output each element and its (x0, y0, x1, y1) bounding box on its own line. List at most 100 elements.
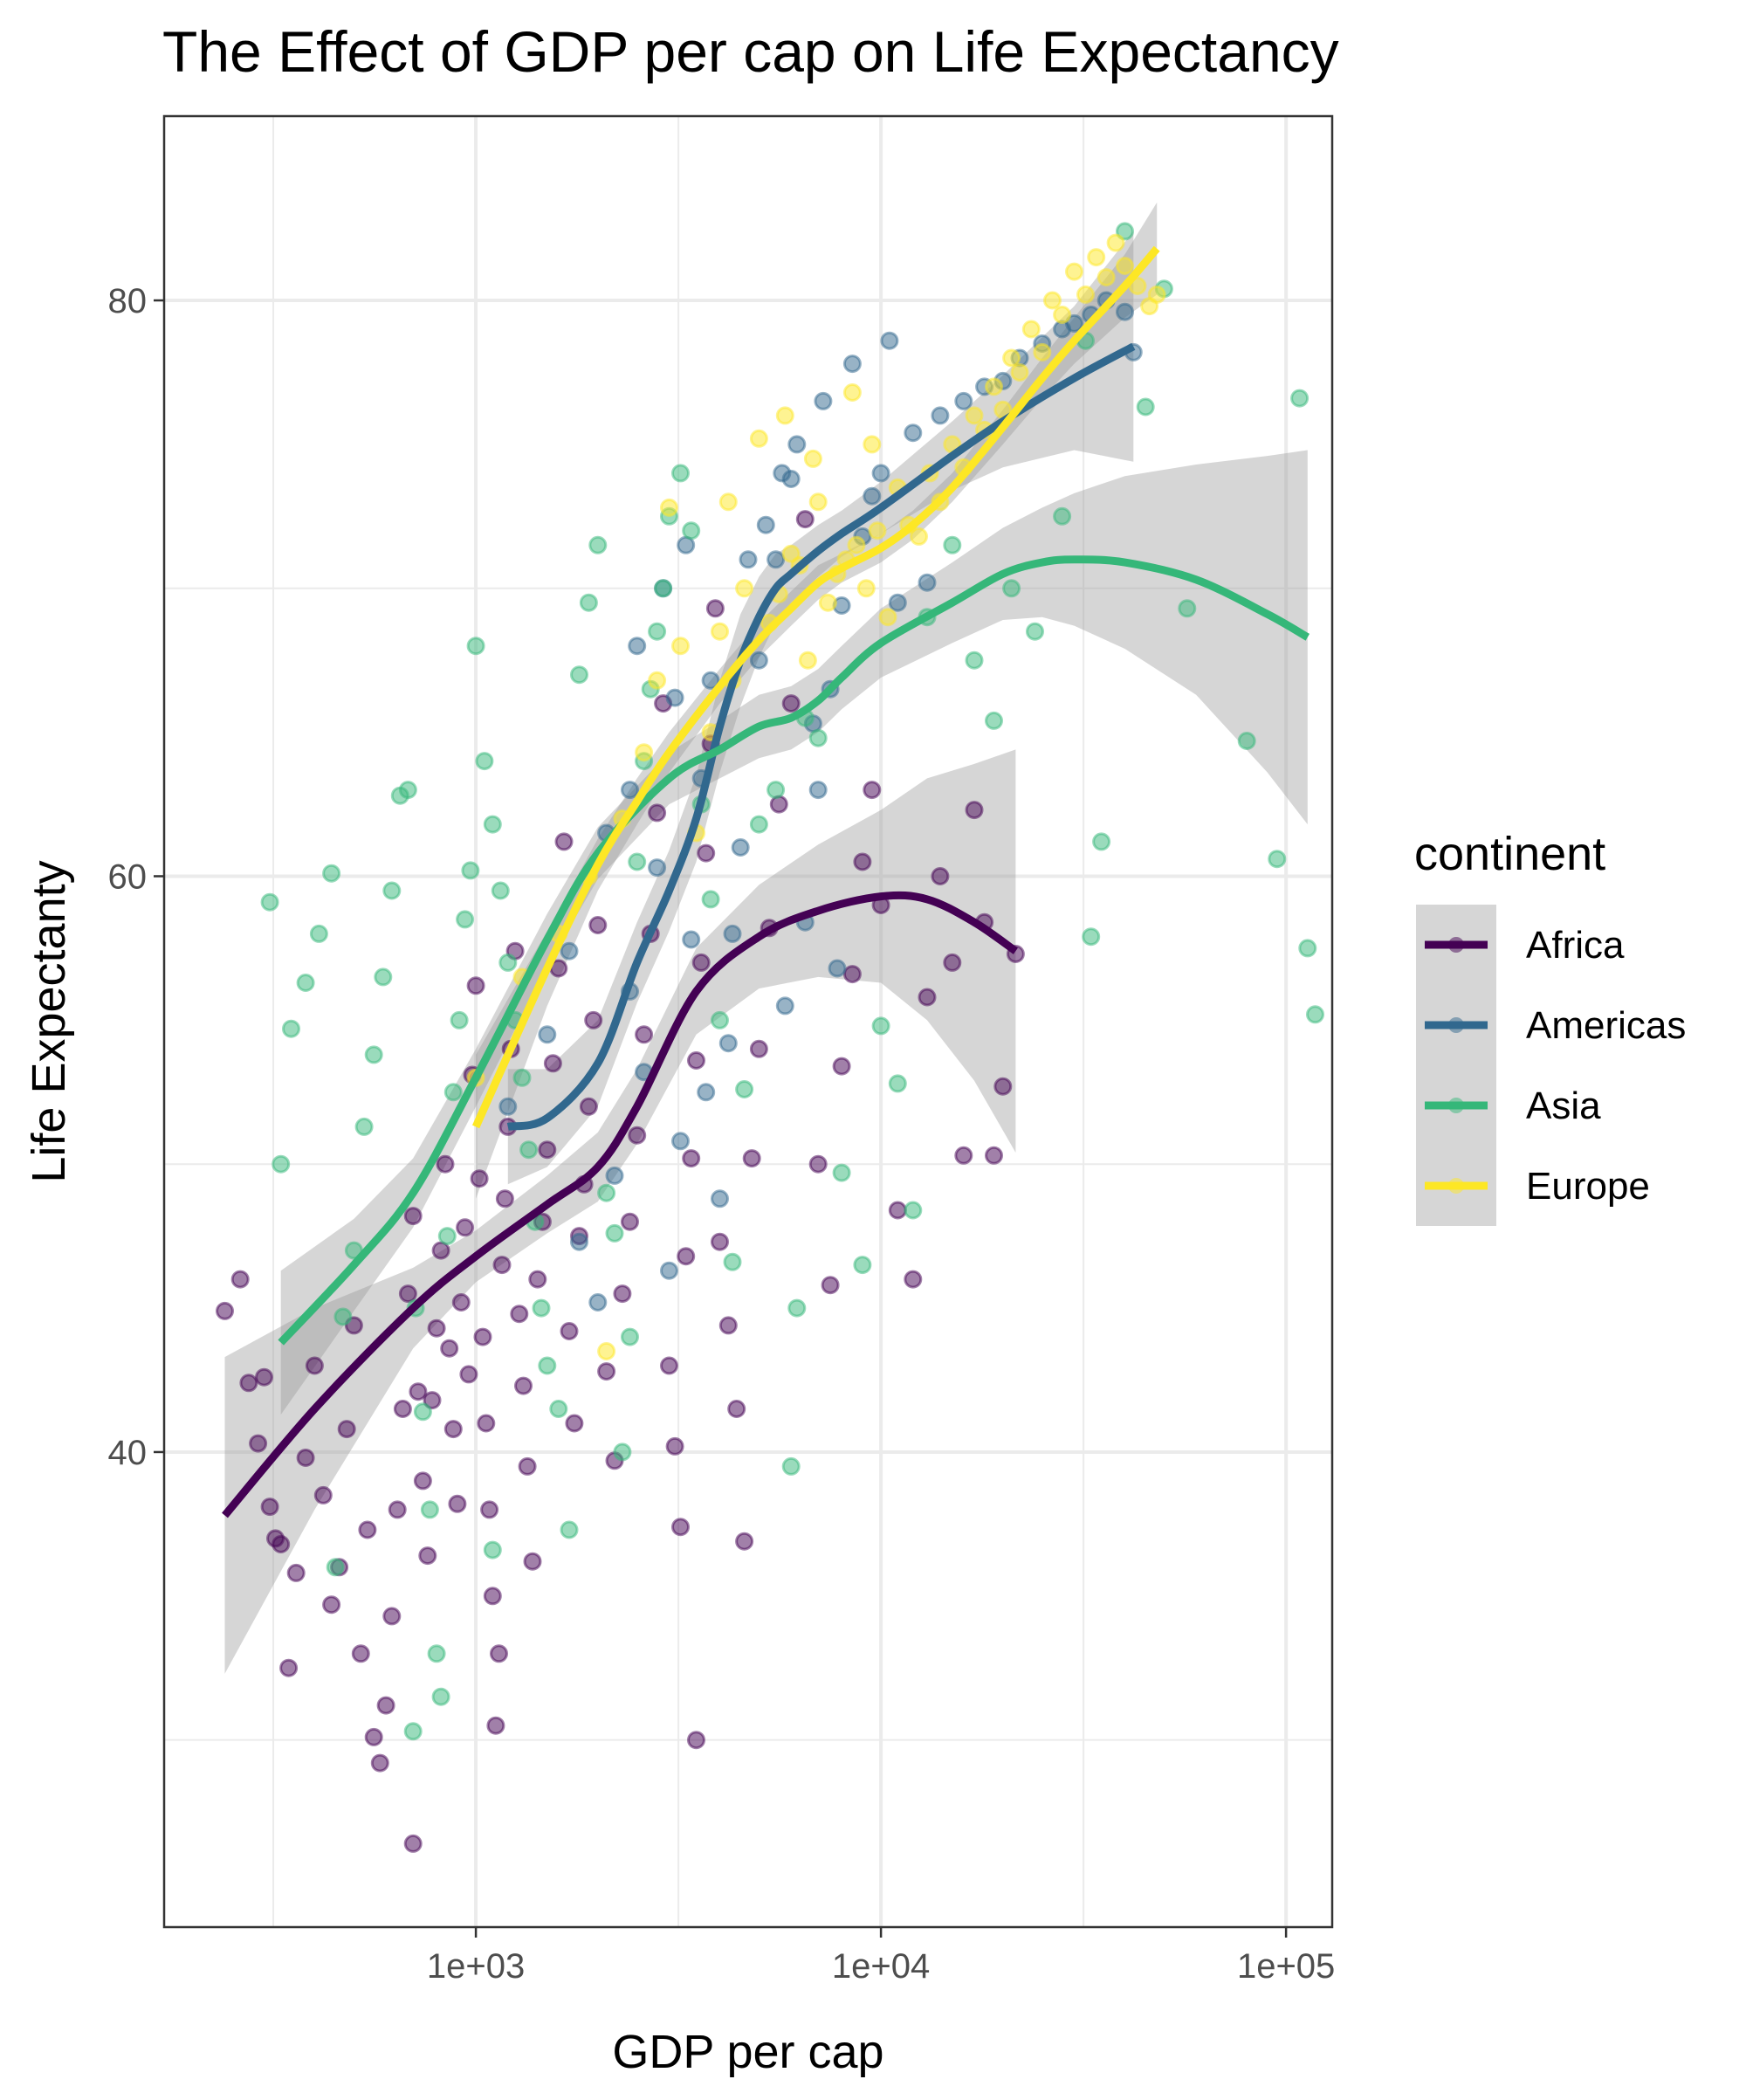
data-point-africa (993, 1077, 1013, 1096)
data-point-asia (853, 1256, 872, 1275)
data-point-africa (687, 1051, 705, 1070)
data-point-africa (470, 1169, 489, 1188)
data-point-asia (888, 1074, 907, 1093)
data-point-africa (459, 1365, 478, 1384)
data-point-europe (910, 527, 928, 546)
data-point-americas (904, 423, 923, 443)
data-point-africa (272, 1535, 291, 1553)
data-point-africa (711, 1232, 729, 1251)
data-point-africa (621, 1212, 639, 1231)
data-point-asia (1116, 222, 1134, 241)
data-point-africa (480, 1500, 499, 1519)
data-point-africa (448, 1494, 467, 1513)
data-point-africa (436, 1154, 455, 1174)
data-point-europe (847, 535, 866, 554)
data-point-europe (1043, 291, 1062, 310)
data-point-africa (565, 1414, 584, 1433)
data-point-europe (1116, 257, 1134, 275)
data-point-asia (519, 1140, 539, 1160)
data-point-americas (756, 515, 775, 534)
data-point-africa (492, 1256, 512, 1275)
data-point-africa (597, 1362, 616, 1381)
data-point-africa (613, 1284, 632, 1304)
data-point-africa (665, 1436, 684, 1456)
confidence-band-asia (280, 450, 1308, 1415)
data-point-asia (403, 1722, 423, 1741)
data-point-africa (832, 1057, 851, 1076)
data-point-asia (682, 521, 701, 540)
data-point-americas (682, 930, 701, 949)
data-point-americas (671, 1132, 690, 1151)
data-point-americas (1065, 313, 1083, 333)
data-point-americas (498, 1097, 518, 1116)
data-point-americas (570, 1232, 588, 1251)
data-point-africa (510, 1305, 529, 1324)
data-point-americas (773, 464, 792, 483)
data-point-europe (1096, 268, 1116, 287)
data-point-asia (671, 464, 690, 483)
data-point-asia (374, 967, 393, 987)
data-point-africa (255, 1367, 273, 1387)
data-point-americas (828, 959, 847, 978)
data-point-asia (466, 637, 485, 656)
data-point-europe (798, 651, 817, 670)
data-point-africa (403, 1207, 423, 1226)
data-point-americas (931, 406, 950, 425)
legend-item-americas: Americas (1416, 985, 1686, 1065)
data-point-africa (863, 781, 882, 800)
smooth-line-europe (471, 245, 1160, 1129)
legend-label-asia: Asia (1526, 1084, 1601, 1127)
data-point-africa (370, 1753, 389, 1773)
data-point-asia (420, 1500, 439, 1519)
confidence-band-americas (507, 231, 1134, 1185)
data-point-asia (560, 1520, 579, 1539)
data-point-asia (808, 728, 828, 747)
legend: continent Africa Americas Asia Europe (1414, 828, 1686, 1226)
data-point-europe (856, 579, 876, 598)
data-point-asia (904, 1201, 923, 1220)
data-point-asia (431, 1687, 450, 1706)
data-point-europe (671, 637, 690, 656)
data-point-africa (677, 1247, 696, 1266)
y-tick-label: 80 (108, 282, 148, 320)
data-point-africa (691, 953, 711, 972)
data-point-europe (868, 521, 887, 540)
data-point-americas (731, 838, 750, 857)
data-point-europe (1033, 342, 1052, 361)
data-point-asia (1002, 579, 1021, 598)
data-point-asia (549, 1400, 568, 1418)
data-point-africa (518, 1456, 537, 1476)
data-point-africa (388, 1500, 407, 1519)
data-point-asia (766, 781, 786, 800)
data-point-americas (560, 941, 579, 960)
data-point-africa (466, 976, 485, 995)
data-point-asia (1306, 1005, 1324, 1024)
data-point-asia (296, 974, 315, 992)
data-point-africa (279, 1658, 299, 1677)
data-point-europe (711, 622, 729, 641)
data-point-asia (413, 1402, 432, 1422)
data-point-asia (498, 953, 518, 972)
data-point-africa (842, 965, 862, 984)
data-point-africa (322, 1595, 341, 1615)
legend-item-africa: Africa (1416, 905, 1625, 985)
data-point-africa (943, 953, 962, 972)
data-point-asia (654, 579, 673, 598)
data-point-europe (818, 593, 837, 612)
data-point-asia (943, 535, 962, 554)
data-point-asia (354, 1117, 374, 1136)
data-point-europe (749, 429, 768, 448)
y-tick-label: 60 (108, 857, 148, 896)
data-point-asia (628, 852, 647, 871)
legend-key-point (1448, 1098, 1464, 1113)
data-point-europe (1021, 320, 1041, 339)
data-point-africa (483, 1587, 502, 1606)
smooth-line-asia (278, 555, 1310, 1346)
smooth-lines (222, 245, 1310, 1518)
data-point-africa (495, 1189, 514, 1208)
data-point-africa (808, 1154, 828, 1174)
data-point-africa (588, 916, 608, 934)
data-point-africa (313, 1485, 333, 1504)
data-point-asia (985, 711, 1003, 730)
